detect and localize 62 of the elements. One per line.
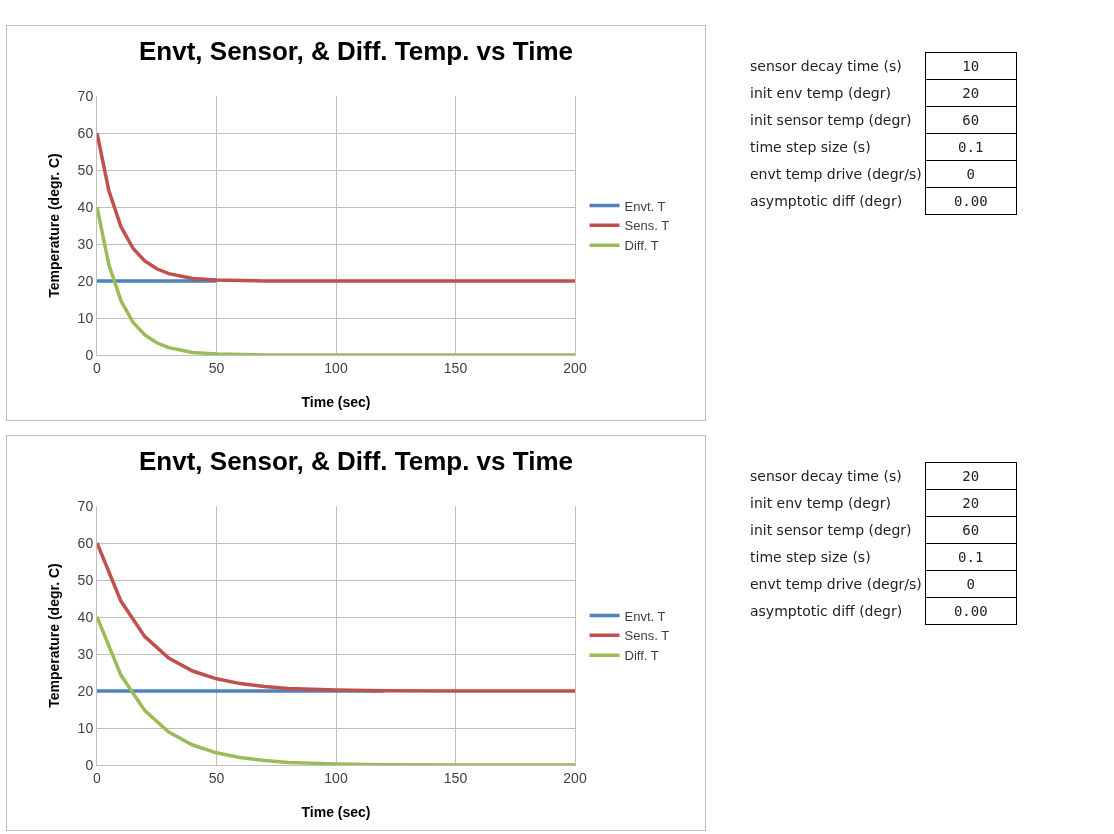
category-label: init sensor temp (degr) (749, 111, 913, 130)
legend-label: Sens. T (624, 218, 670, 234)
category-label: envt temp drive (degr/s) (749, 165, 923, 184)
legend-label: Diff. T (624, 648, 659, 664)
y-tick-label: 0 (85, 346, 94, 363)
y-tick-label: 40 (77, 198, 94, 215)
legend-label: Diff. T (624, 238, 659, 254)
legend-label: Sens. T (624, 628, 670, 644)
text: 0.00 (953, 603, 988, 619)
text: 20 (962, 468, 980, 484)
category-label: asymptotic diff (degr) (749, 192, 904, 211)
category-label: sensor decay time (s) (749, 467, 903, 486)
x-tick-label: 150 (443, 359, 468, 376)
y-tick-label: 10 (77, 719, 94, 736)
category-label: init env temp (degr) (749, 84, 892, 103)
text: 60 (962, 112, 980, 128)
chart-title: Envt, Sensor, & Diff. Temp. vs Time (139, 35, 573, 66)
y-tick-label: 70 (77, 87, 94, 104)
line-series (97, 131, 575, 283)
line-series (97, 541, 575, 693)
text: 20 (962, 495, 980, 511)
category-label: sensor decay time (s) (749, 57, 903, 76)
y-tick-label: 40 (77, 608, 94, 625)
chart-title: Envt, Sensor, & Diff. Temp. vs Time (139, 445, 573, 476)
y-tick-label: 60 (77, 534, 94, 551)
category-label: init env temp (degr) (749, 494, 892, 513)
legend-label: Envt. T (624, 608, 666, 624)
y-tick-label: 20 (77, 682, 94, 699)
x-tick-label: 100 (324, 769, 348, 786)
text: 0.1 (958, 139, 984, 155)
y-axis-title: Temperature (degr. C) (46, 153, 62, 298)
x-tick-label: 150 (443, 769, 468, 786)
y-tick-label: 70 (77, 497, 94, 514)
text: 0 (966, 166, 975, 182)
y-tick-label: 30 (77, 235, 94, 252)
x-tick-label: 50 (208, 359, 225, 376)
legend-label: Envt. T (624, 198, 666, 214)
text: 10 (962, 58, 980, 74)
text: 60 (962, 522, 980, 538)
y-axis-title: Temperature (degr. C) (46, 563, 62, 708)
x-tick-label: 200 (563, 769, 587, 786)
text: 0.00 (953, 193, 988, 209)
x-tick-label: 50 (208, 769, 225, 786)
y-tick-label: 0 (85, 756, 94, 773)
x-axis-title: Time (sec) (301, 804, 371, 820)
y-tick-label: 30 (77, 645, 94, 662)
category-label: time step size (s) (749, 548, 872, 567)
x-tick-label: 100 (324, 359, 348, 376)
y-tick-label: 60 (77, 124, 94, 141)
x-axis-title: Time (sec) (301, 394, 371, 410)
category-label: init sensor temp (degr) (749, 521, 913, 540)
category-label: time step size (s) (749, 138, 872, 157)
category-label: envt temp drive (degr/s) (749, 575, 923, 594)
category-label: asymptotic diff (degr) (749, 602, 904, 621)
text: 0.1 (958, 549, 984, 565)
y-tick-label: 20 (77, 272, 94, 289)
text: 0 (966, 576, 975, 592)
y-tick-label: 10 (77, 309, 94, 326)
x-tick-label: 200 (563, 359, 587, 376)
text: 20 (962, 85, 980, 101)
y-tick-label: 50 (77, 571, 94, 588)
y-tick-label: 50 (77, 161, 94, 178)
